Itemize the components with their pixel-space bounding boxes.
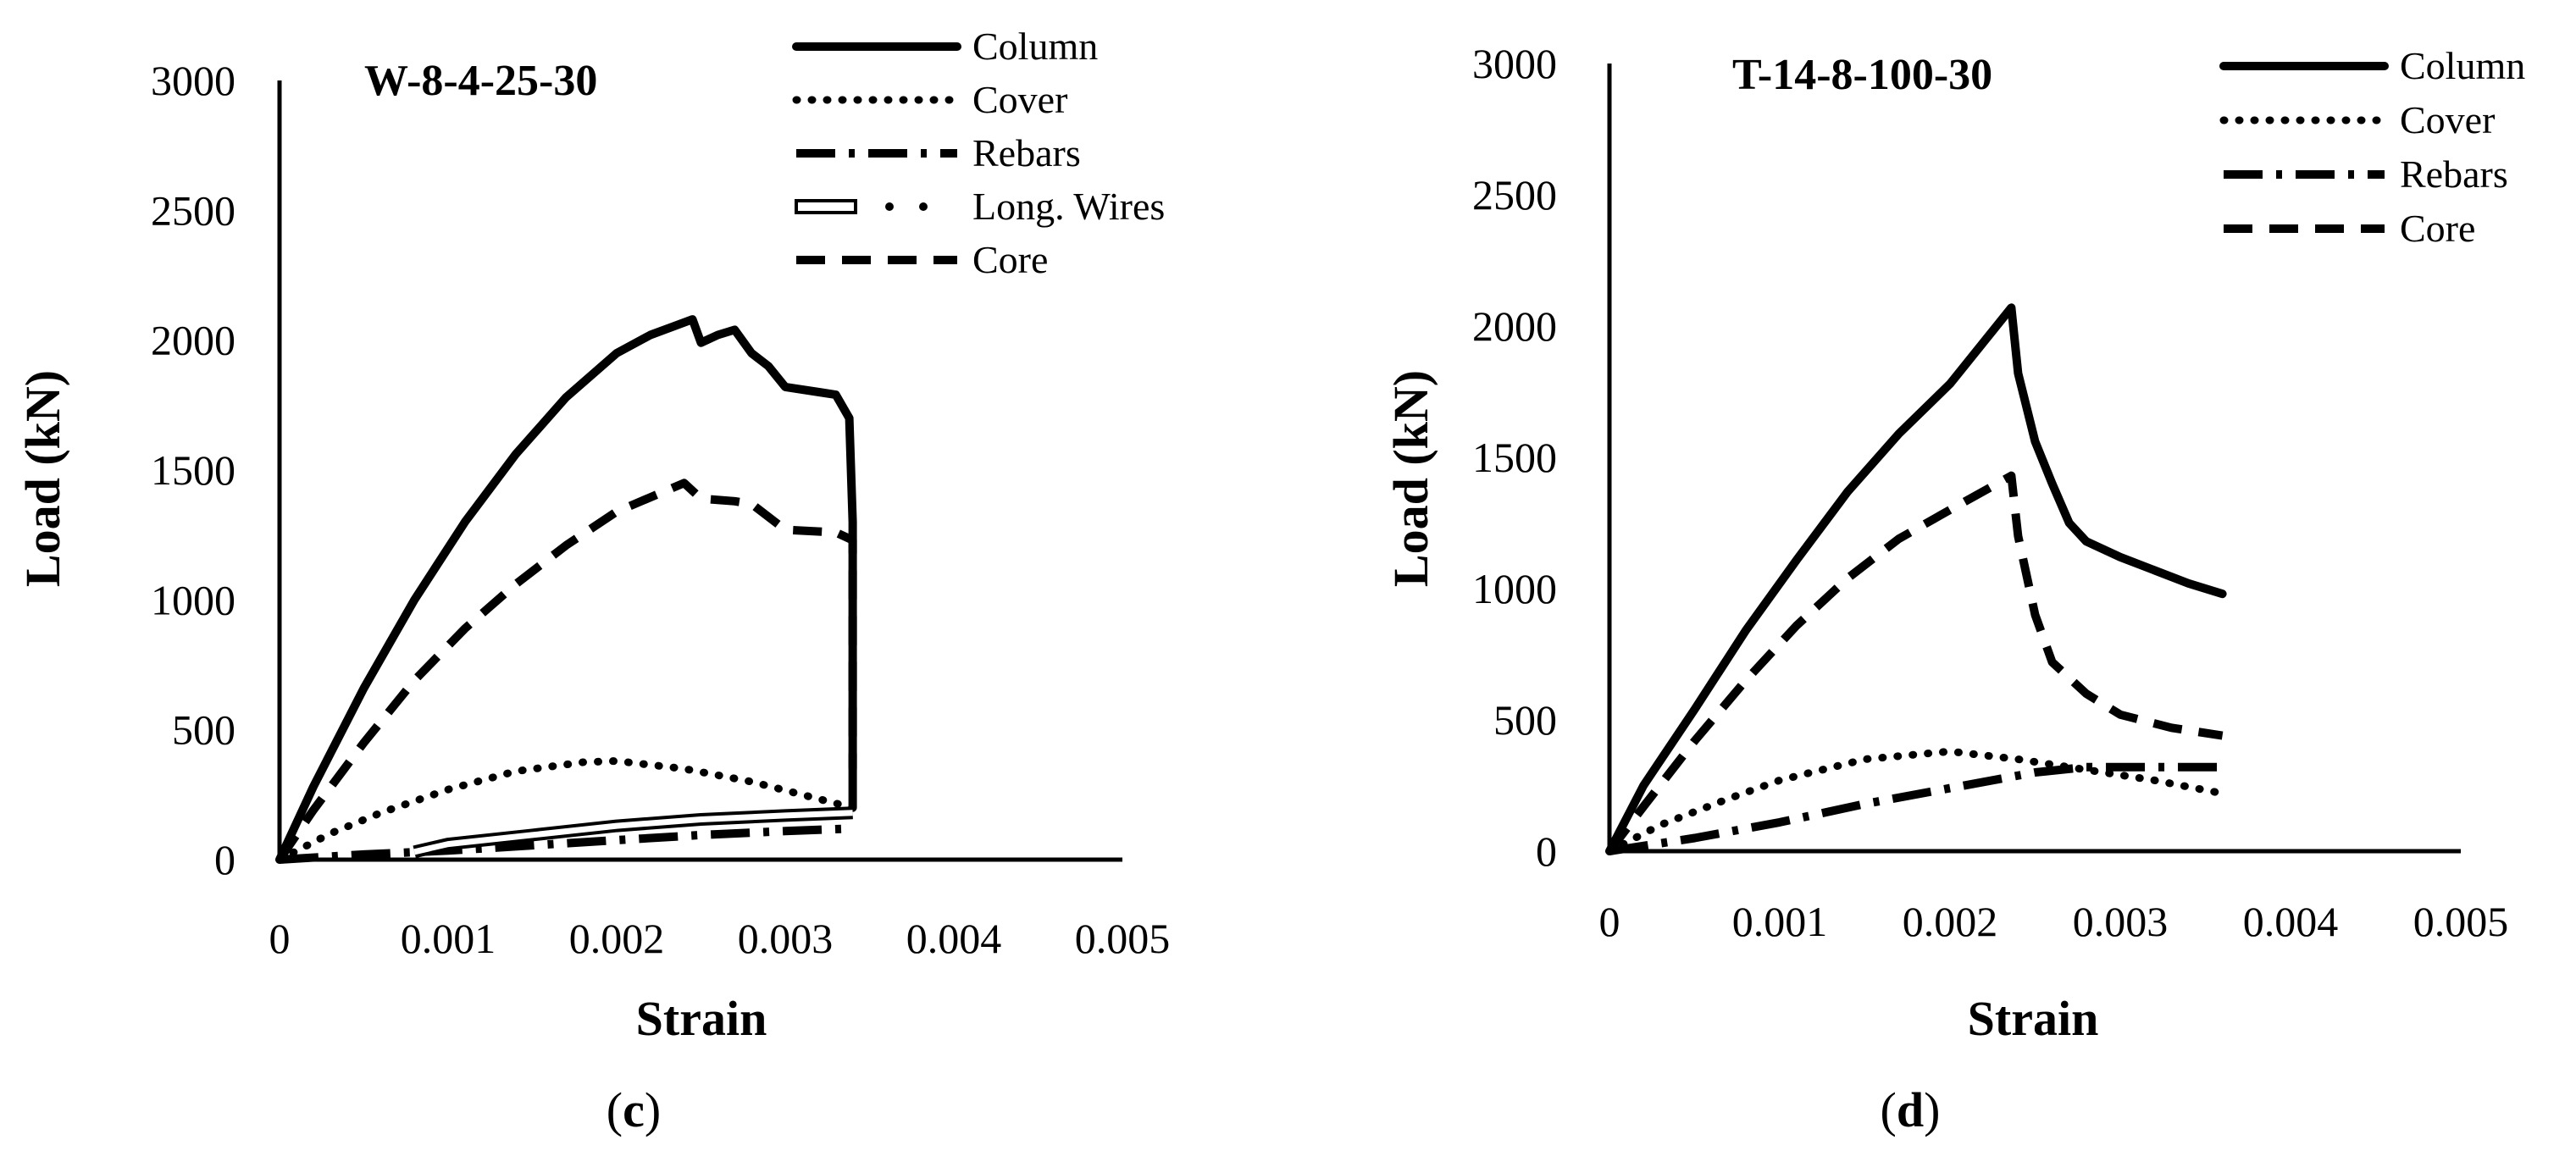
chart-c: 0 0.001 0.002 0.003 0.004 0.005 0 500 1000 1500 20… — [15, 25, 1170, 1137]
y-tick-label: 0 — [214, 836, 235, 883]
series-cover-line — [275, 757, 857, 864]
series-long-wires-line-inner — [413, 810, 853, 855]
x-tick-label: 0.002 — [1903, 898, 1998, 945]
y-axis-title: Load (kN) — [1383, 370, 1438, 587]
legend-cover-label: Cover — [972, 78, 1067, 121]
series-rebars-line — [279, 824, 853, 864]
y-tick-label: 2500 — [1472, 171, 1557, 219]
x-tick-label: 0 — [1599, 898, 1620, 945]
x-axis-title: Strain — [1968, 991, 2099, 1046]
x-tick-label: 0.001 — [401, 915, 496, 962]
x-axis-title: Strain — [636, 991, 767, 1046]
series-column-line — [275, 315, 857, 864]
legend-column-label: Column — [2400, 44, 2525, 87]
panel-label: (d) — [1881, 1082, 1941, 1137]
x-tick-label: 0.001 — [1732, 898, 1828, 945]
legend-long-wires-sample-dot — [919, 202, 928, 211]
x-tick-label: 0.003 — [2073, 898, 2169, 945]
y-tick-label: 1500 — [151, 446, 235, 494]
panel-label: (c) — [607, 1082, 661, 1137]
series-column-line — [1605, 303, 2227, 855]
x-tick-label: 0.005 — [1075, 915, 1171, 962]
y-tick-label: 2500 — [151, 186, 235, 234]
x-tick-label: 0 — [269, 915, 291, 962]
x-tick-label: 0.005 — [2413, 898, 2509, 945]
series-rebars-line — [1609, 762, 2223, 855]
y-tick-label: 1000 — [1472, 565, 1557, 612]
legend-column-label: Column — [972, 25, 1098, 68]
x-tick-label: 0.002 — [569, 915, 665, 962]
legend-rebars-label: Rebars — [972, 131, 1081, 174]
y-tick-label: 1500 — [1472, 434, 1557, 481]
x-tick-label: 0.004 — [2243, 898, 2339, 945]
y-tick-label: 2000 — [151, 317, 235, 364]
y-tick-label: 500 — [172, 706, 235, 754]
legend-long-wires-sample-dot — [885, 202, 894, 211]
legend-long-wires-sample — [795, 199, 857, 214]
x-tick-label: 0.003 — [738, 915, 834, 962]
chart-title: T-14-8-100-30 — [1732, 51, 1992, 99]
y-tick-label: 2000 — [1472, 302, 1557, 350]
y-tick-label: 0 — [1536, 827, 1557, 875]
chart-d: 0 0.001 0.002 0.003 0.004 0.005 0 500 1000 1500 20… — [1383, 40, 2525, 1137]
series-cover-line — [1605, 747, 2227, 855]
y-tick-label: 3000 — [1472, 40, 1557, 87]
legend-cover-label: Cover — [2400, 98, 2495, 141]
y-axis-title: Load (kN) — [15, 370, 70, 587]
legend-long-wires-label: Long. Wires — [972, 185, 1165, 228]
legend-rebars-label: Rebars — [2400, 152, 2508, 196]
series-core-line — [275, 479, 857, 862]
x-tick-label: 0.004 — [906, 915, 1002, 962]
y-tick-label: 3000 — [151, 57, 235, 104]
legend-core-label: Core — [2400, 207, 2475, 250]
chart-title: W-8-4-25-30 — [364, 57, 597, 105]
y-tick-label: 500 — [1493, 696, 1557, 744]
series-core-line — [1606, 471, 2224, 855]
legend-core-label: Core — [972, 238, 1048, 281]
y-tick-label: 1000 — [151, 576, 235, 623]
